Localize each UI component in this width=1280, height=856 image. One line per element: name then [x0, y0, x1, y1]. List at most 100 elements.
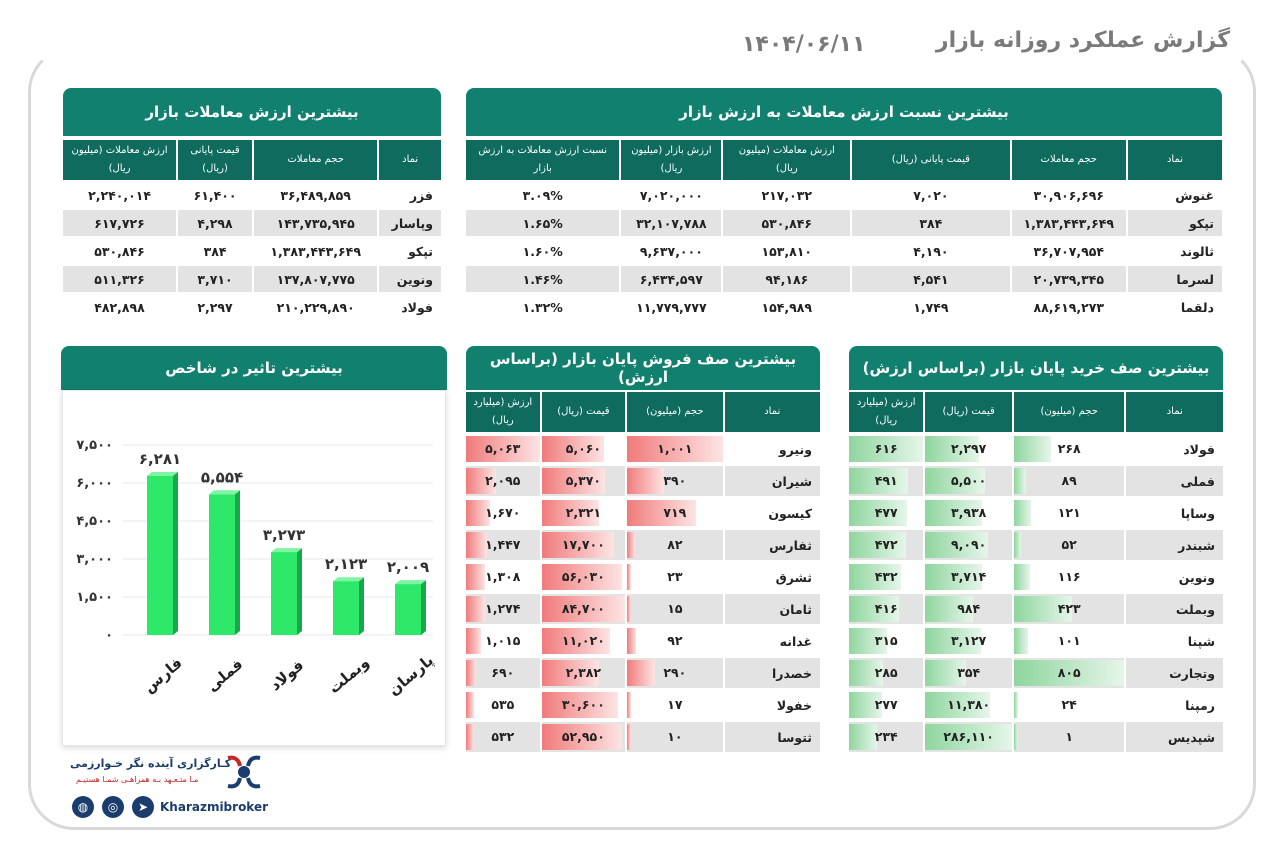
vol-bar	[1013, 468, 1027, 494]
price-text: ۳,۹۳۸	[951, 505, 987, 520]
price-cell: ۱۷,۷۰۰	[541, 530, 626, 560]
logo-icon	[227, 755, 261, 789]
data-label: ۲,۱۲۳	[325, 555, 367, 573]
vol-text: ۲۶۸	[1057, 441, 1081, 456]
vol-cell: ۱۲۱	[1013, 498, 1125, 528]
symbol-cell: فولاد	[1126, 434, 1223, 464]
price-text: ۳۵۴	[957, 665, 981, 680]
column-header: نماد	[1127, 140, 1222, 180]
vol-text: ۸۹	[1061, 473, 1077, 488]
value-text: ۵۳۵	[491, 697, 515, 712]
price-cell: ۱۱,۳۸۰	[925, 690, 1012, 720]
x-tick-label: فملی	[203, 655, 246, 695]
vol-cell: ۸۹	[1013, 466, 1125, 496]
column-header: قیمت پایانی (ریال)	[852, 140, 1010, 180]
y-tick-label: ۴,۵۰۰	[76, 514, 113, 529]
value-cell: ۶۹۰	[466, 658, 540, 688]
value-text: ۴۱۶	[874, 601, 898, 616]
web-icon[interactable]: ◍	[72, 796, 94, 818]
vol-text: ۲۳	[667, 569, 683, 584]
vol-text: ۸۲	[667, 537, 683, 552]
value-cell: ۴,۱۹۰	[852, 238, 1010, 264]
value-bar	[849, 564, 902, 590]
top-ratio-title: بیشترین نسبت ارزش معاملات به ارزش بازار	[466, 88, 1222, 136]
value-cell: ۹۴,۱۸۶	[723, 266, 851, 292]
page-frame	[28, 46, 1256, 830]
value-text: ۱,۳۰۸	[485, 569, 521, 584]
table-row: لسرما ۲۰,۷۳۹,۳۴۵ ۴,۵۴۱ ۹۴,۱۸۶ ۶,۴۳۴,۵۹۷ ۱.۴۶%	[466, 266, 1222, 292]
value-cell: ۶۱۷,۷۲۶	[63, 210, 177, 236]
company-slogan: مـا متـعـهد بـه همراهـی شمـا هستیـم	[76, 775, 199, 784]
price-bar	[541, 628, 611, 654]
y-tick-label: ۳,۰۰۰	[76, 552, 113, 567]
symbol-cell: رمپنا	[1126, 690, 1223, 720]
value-text: ۶۹۰	[491, 665, 515, 680]
price-cell: ۳۰,۶۰۰	[541, 690, 626, 720]
column-header: قیمت (ریال)	[541, 392, 626, 432]
symbol-cell: وساپا	[1126, 498, 1223, 528]
value-cell: ۱,۰۱۵	[466, 626, 540, 656]
value-cell: ۱,۳۰۸	[466, 562, 540, 592]
index-impact-chart: ۰ ۱,۵۰۰ ۳,۰۰۰ ۴,۵۰۰ ۶,۰۰۰ ۷,۵۰۰ ۶,۲۸۱ فارس ۵,۵۵۴…	[62, 390, 446, 746]
price-cell: ۵,۵۰۰	[925, 466, 1012, 496]
data-label: ۳,۲۷۳	[263, 526, 305, 544]
value-text: ۱,۴۴۷	[485, 537, 521, 552]
price-text: ۵۲,۹۵۰	[561, 729, 605, 744]
vol-bar	[627, 532, 635, 558]
telegram-icon[interactable]: ➤	[132, 796, 154, 818]
table-row: شپنا ۱۰۱ ۳,۱۲۷ ۳۱۵	[849, 626, 1223, 656]
data-label: ۶,۲۸۱	[139, 450, 181, 468]
value-cell: ۳۱۵	[849, 626, 924, 656]
bar-side	[359, 577, 364, 635]
price-cell: ۲,۲۹۷	[925, 434, 1012, 464]
vol-bar	[1013, 564, 1030, 590]
symbol-cell: ونوین	[1126, 562, 1223, 592]
symbol-cell: ثامان	[724, 594, 820, 624]
value-cell: ۲,۰۹۵	[466, 466, 540, 496]
table-row: فولاد ۲۱۰,۲۲۹,۸۹۰ ۲,۲۹۷ ۴۸۲,۸۹۸	[63, 294, 441, 320]
bar-top	[333, 577, 364, 582]
column-header: نسبت ارزش معاملات به ارزش بازار	[466, 140, 620, 180]
table-row: ثفارس ۸۲ ۱۷,۷۰۰ ۱,۴۴۷	[466, 530, 820, 560]
bar-side	[235, 490, 240, 635]
symbol-cell: تپکو	[379, 238, 441, 264]
price-cell: ۲۸۶,۱۱۰	[925, 722, 1012, 752]
value-text: ۲۳۴	[874, 729, 898, 744]
value-cell: ۱.۴۶%	[466, 266, 620, 292]
value-cell: ۲,۲۴۰,۰۱۴	[63, 182, 177, 208]
price-text: ۹۸۴	[957, 601, 981, 616]
price-text: ۵,۳۷۰	[565, 473, 602, 488]
table-row: وبملت ۴۲۳ ۹۸۴ ۴۱۶	[849, 594, 1223, 624]
value-cell: ۹,۶۳۷,۰۰۰	[621, 238, 722, 264]
table-row: کیسون ۷۱۹ ۲,۳۲۱ ۱,۶۷۰	[466, 498, 820, 528]
value-bar	[849, 692, 883, 718]
bar	[147, 475, 173, 635]
buy-queue-table: نماد حجم (میلیون) قیمت (ریال) ارزش (میلیارد…	[847, 390, 1225, 754]
top-ratio-table: نماد حجم معاملات قیمت پایانی (ریال) ارزش مع…	[464, 138, 1224, 322]
instagram-icon[interactable]: ◎	[102, 796, 124, 818]
price-bar	[541, 660, 599, 686]
value-cell: ۵۳۲	[466, 722, 540, 752]
value-cell: ۱۱,۷۷۹,۷۷۷	[621, 294, 722, 320]
value-cell: ۳۸۴	[852, 210, 1010, 236]
value-text: ۴۳۲	[874, 569, 898, 584]
report-date: ۱۴۰۴/۰۶/۱۱	[742, 32, 866, 57]
table-row: فولاد ۲۶۸ ۲,۲۹۷ ۶۱۶	[849, 434, 1223, 464]
price-bar	[541, 436, 605, 462]
price-cell: ۹۸۴	[925, 594, 1012, 624]
symbol-cell: غدانه	[724, 626, 820, 656]
value-bar	[849, 500, 907, 526]
bar	[271, 552, 297, 635]
vol-bar	[1013, 532, 1022, 558]
column-header: نماد	[1126, 392, 1223, 432]
value-cell: ۶۱۶	[849, 434, 924, 464]
value-text: ۴۹۱	[874, 473, 898, 488]
x-tick-label: فارس	[140, 654, 186, 697]
price-cell: ۲,۳۲۱	[541, 498, 626, 528]
vol-cell: ۳۹۰	[627, 466, 723, 496]
vol-text: ۱	[1065, 729, 1073, 744]
value-bar	[466, 596, 485, 622]
value-bar	[466, 692, 474, 718]
table-row: ثتوسا ۱۰ ۵۲,۹۵۰ ۵۳۲	[466, 722, 820, 752]
vol-cell: ۱۱۶	[1013, 562, 1125, 592]
